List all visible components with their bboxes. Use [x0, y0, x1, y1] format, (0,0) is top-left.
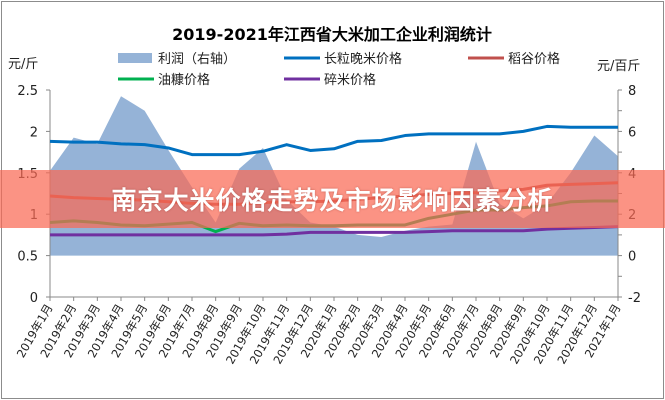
y-tick-label: 0.5: [17, 250, 38, 265]
banner-title: 南京大米价格走势及市场影响因素分析: [111, 186, 554, 215]
y2-axis-label: 元/百斤: [597, 59, 640, 74]
y2-tick-label: 6: [628, 125, 636, 140]
legend-label-0: 利润（右轴）: [158, 52, 236, 67]
legend-label-2: 稻谷价格: [508, 51, 560, 67]
y-tick-label: 2.5: [17, 84, 38, 99]
legend-label-3: 油糠价格: [158, 72, 210, 88]
y-tick-label: 2: [30, 125, 38, 140]
legend-label-1: 长粒晚米价格: [324, 51, 402, 67]
chart-title: 2019-2021年江西省大米加工企业利润统计: [172, 25, 492, 44]
y-axis-label: 元/斤: [8, 57, 38, 72]
y2-tick-label: 8: [628, 84, 636, 99]
legend-label-4: 碎米价格: [324, 72, 376, 88]
legend-swatch-0: [118, 53, 152, 63]
y2-tick-label: -2: [628, 291, 641, 306]
banner-overlay: 南京大米价格走势及市场影响因素分析: [0, 170, 665, 228]
y2-tick-label: 0: [628, 250, 636, 265]
y-tick-label: 0: [30, 291, 38, 306]
